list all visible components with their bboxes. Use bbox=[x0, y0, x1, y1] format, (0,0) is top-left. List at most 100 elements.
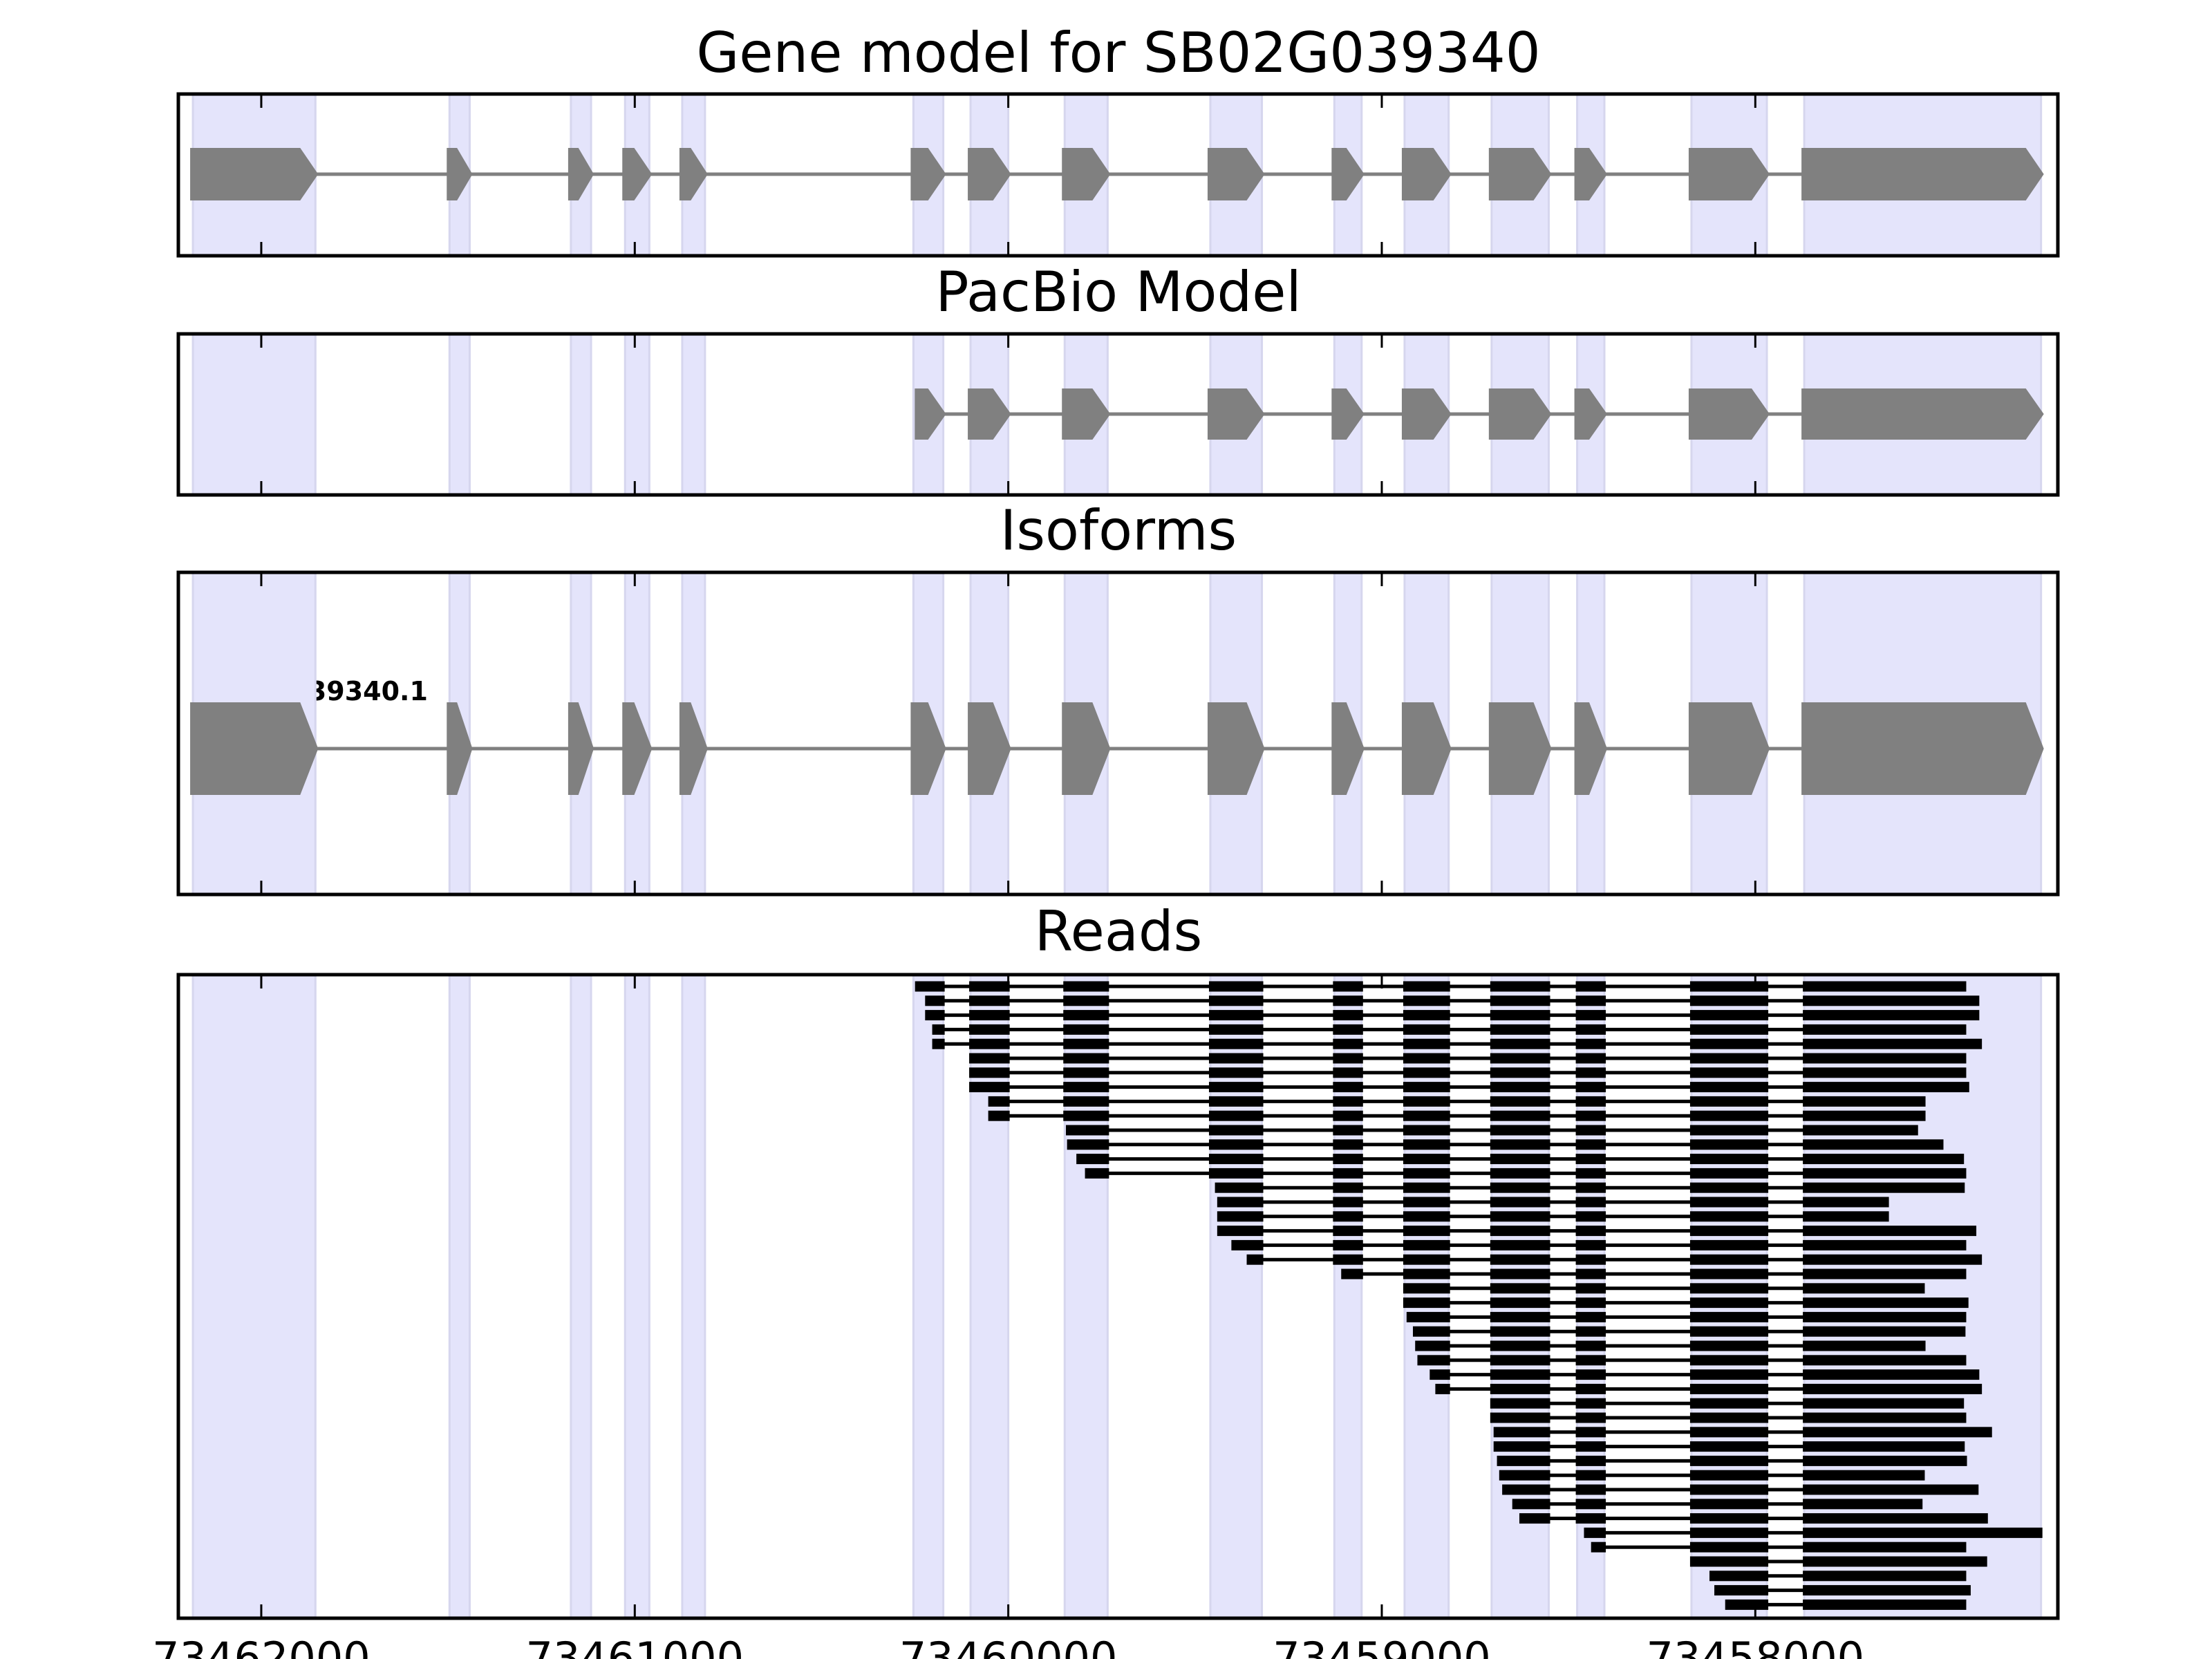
read-exon-block bbox=[932, 1024, 945, 1035]
read-exon-block bbox=[1803, 1527, 2043, 1538]
read-exon-block bbox=[1490, 1010, 1550, 1021]
read-exon-block bbox=[1803, 981, 1967, 992]
read-exon-block bbox=[1575, 1125, 1606, 1136]
read-exon-block bbox=[1803, 1226, 1977, 1237]
read-exon-block bbox=[1493, 1427, 1550, 1438]
exon-shade-region bbox=[624, 332, 650, 496]
read-exon-block bbox=[1575, 1226, 1606, 1237]
read-exon-block bbox=[1430, 1369, 1450, 1380]
read-exon-block bbox=[1575, 1340, 1606, 1351]
read-exon-block bbox=[1575, 1197, 1606, 1208]
read-exon-block bbox=[1689, 995, 1769, 1006]
read-exon-block bbox=[1333, 1254, 1363, 1265]
read-exon-block bbox=[1803, 1383, 1983, 1394]
read-exon-block bbox=[1803, 1326, 1966, 1337]
read-exon-block bbox=[1575, 1369, 1606, 1380]
read-exon-block bbox=[1490, 1311, 1550, 1322]
exon-arrow bbox=[1401, 702, 1452, 795]
read-exon-block bbox=[1208, 981, 1264, 992]
read-exon-block bbox=[1417, 1355, 1450, 1366]
read-exon-block bbox=[1689, 1441, 1769, 1452]
read-exon-block bbox=[1575, 1499, 1606, 1510]
read-exon-block bbox=[1575, 1412, 1606, 1423]
read-exon-block bbox=[1575, 1110, 1606, 1121]
read-exon-block bbox=[1689, 1283, 1769, 1294]
exon-shade-region bbox=[448, 973, 471, 1620]
read-exon-block bbox=[1490, 1297, 1550, 1309]
read-exon-block bbox=[1412, 1326, 1450, 1337]
read-exon-block bbox=[1689, 981, 1769, 992]
read-exon-block bbox=[1575, 981, 1606, 992]
read-exon-block bbox=[1490, 1038, 1550, 1049]
exon-shade-region bbox=[448, 332, 471, 496]
read-exon-block bbox=[1803, 1513, 1988, 1524]
read-exon-block bbox=[1512, 1499, 1550, 1510]
read-exon-block bbox=[1403, 1254, 1450, 1265]
read-exon-block bbox=[1333, 1226, 1363, 1237]
exon-arrow bbox=[968, 702, 1011, 795]
exon-arrow bbox=[1062, 388, 1111, 440]
exon-arrow bbox=[968, 388, 1011, 440]
read-exon-block bbox=[988, 1096, 1010, 1107]
exon-shade-region bbox=[681, 332, 706, 496]
read-exon-block bbox=[1403, 1197, 1450, 1208]
read-exon-block bbox=[1591, 1541, 1606, 1553]
read-exon-block bbox=[1803, 1441, 1965, 1452]
read-exon-block bbox=[1803, 1283, 1925, 1294]
read-exon-block bbox=[1803, 1556, 1987, 1567]
read-exon-block bbox=[1689, 1484, 1769, 1495]
panel-title-isoforms: Isoforms bbox=[1000, 498, 1237, 563]
read-exon-block bbox=[1403, 1182, 1450, 1193]
read-exon-block bbox=[1333, 1110, 1363, 1121]
read-exon-block bbox=[1689, 1398, 1769, 1409]
x-tick-label: 73462000 bbox=[152, 1633, 371, 1659]
exon-shade-region bbox=[570, 332, 592, 496]
read-exon-block bbox=[1333, 1067, 1363, 1078]
read-exon-block bbox=[1403, 1239, 1450, 1250]
read-exon-block bbox=[1208, 1110, 1264, 1121]
read-exon-block bbox=[1689, 1110, 1769, 1121]
read-exon-block bbox=[1333, 1053, 1363, 1064]
read-exon-block bbox=[1208, 1096, 1264, 1107]
read-exon-block bbox=[1575, 1427, 1606, 1438]
x-tick-label: 73461000 bbox=[526, 1633, 744, 1659]
panel-title-reads: Reads bbox=[1035, 899, 1203, 964]
read-exon-block bbox=[1403, 1168, 1450, 1179]
read-exon-block bbox=[1406, 1311, 1450, 1322]
read-exon-block bbox=[1208, 1053, 1264, 1064]
read-exon-block bbox=[1803, 1340, 1926, 1351]
read-exon-block bbox=[1217, 1211, 1264, 1222]
read-exon-block bbox=[1575, 1096, 1606, 1107]
read-exon-block bbox=[1803, 1239, 1967, 1250]
read-exon-block bbox=[1803, 1369, 1980, 1380]
exon-arrow bbox=[447, 148, 473, 200]
read-exon-block bbox=[1490, 1254, 1550, 1265]
read-exon-block bbox=[1803, 1398, 1965, 1409]
read-exon-block bbox=[1063, 1096, 1109, 1107]
exon-arrow bbox=[1331, 388, 1365, 440]
axes-frame bbox=[176, 92, 2060, 258]
read-exon-block bbox=[1689, 1527, 1769, 1538]
exon-arrow bbox=[1688, 388, 1770, 440]
read-exon-block bbox=[1803, 1297, 1969, 1309]
read-exon-block bbox=[1208, 1125, 1264, 1136]
exon-arrow bbox=[1207, 702, 1265, 795]
read-exon-block bbox=[1333, 1010, 1363, 1021]
exon-arrow bbox=[1488, 148, 1552, 200]
read-exon-block bbox=[969, 995, 1010, 1006]
exon-arrow bbox=[910, 702, 946, 795]
read-exon-block bbox=[1709, 1571, 1769, 1582]
exon-arrow bbox=[1207, 148, 1265, 200]
read-exon-block bbox=[1217, 1197, 1264, 1208]
read-exon-block bbox=[1490, 1268, 1550, 1280]
read-exon-block bbox=[1575, 1398, 1606, 1409]
exon-shade-region bbox=[570, 973, 592, 1620]
read-exon-block bbox=[1333, 1211, 1363, 1222]
exon-arrow bbox=[1331, 702, 1365, 795]
read-exon-block bbox=[1689, 1182, 1769, 1193]
exon-arrow bbox=[968, 148, 1011, 200]
exon-arrow bbox=[1801, 388, 2044, 440]
axes-frame bbox=[176, 570, 2060, 897]
exon-shade-region bbox=[912, 973, 945, 1620]
read-exon-block bbox=[1714, 1585, 1769, 1596]
